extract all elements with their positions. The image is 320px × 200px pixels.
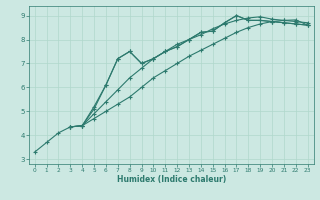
X-axis label: Humidex (Indice chaleur): Humidex (Indice chaleur)	[116, 175, 226, 184]
